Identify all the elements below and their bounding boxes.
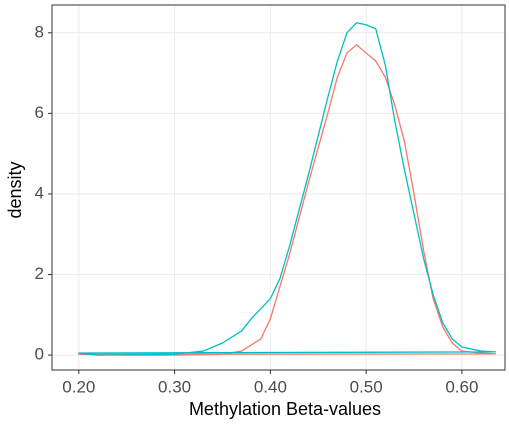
x-tick-label: 0.50 xyxy=(350,377,383,396)
x-tick-label: 0.30 xyxy=(158,377,191,396)
density-line xyxy=(78,44,497,356)
y-tick-label: 6 xyxy=(35,103,44,122)
x-tick-label: 0.20 xyxy=(62,377,95,396)
y-tick-label: 8 xyxy=(35,22,44,41)
y-tick-label: 0 xyxy=(35,345,44,364)
y-axis-title: density xyxy=(5,161,25,218)
density-line xyxy=(78,22,497,356)
y-tick-label: 2 xyxy=(35,264,44,283)
plot-panel xyxy=(52,5,505,370)
x-tick-label: 0.40 xyxy=(254,377,287,396)
x-axis-title: Methylation Beta-values xyxy=(189,399,381,419)
y-tick-label: 4 xyxy=(35,183,44,202)
panel-border xyxy=(51,4,506,371)
x-tick-label: 0.60 xyxy=(445,377,478,396)
